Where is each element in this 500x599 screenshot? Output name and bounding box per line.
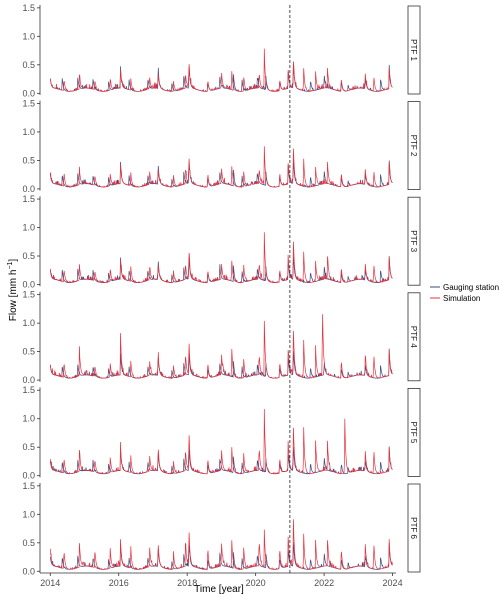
- y-tick-label: 0.5: [22, 60, 35, 70]
- y-tick-label: 1.0: [22, 127, 35, 137]
- panel-5: 0.0 0.5 1.0 1.5 PTF 5: [22, 385, 421, 481]
- strip-label: PTF 5: [409, 422, 418, 444]
- strip-label: PTF 4: [409, 326, 418, 348]
- strip-box: [407, 5, 421, 95]
- y-tick-label: 0.5: [22, 347, 35, 357]
- panel-3: 0.0 0.5 1.0 1.5 PTF 3: [22, 194, 421, 289]
- y-tick-label: 1.0: [22, 223, 35, 233]
- y-tick-label: 1.0: [22, 414, 35, 424]
- strip-label: PTF 1: [409, 39, 418, 61]
- strip-label: PTF 6: [409, 517, 418, 539]
- x-tick-label: 2020: [246, 578, 266, 588]
- x-tick-label: 2016: [109, 578, 129, 588]
- facet-panels: 0.0 0.5 1.0 1.5 PTF 1 0.0 0.5 1.0 1.5 PTF 2 0.0 0.5…: [22, 3, 421, 576]
- series-simulation: [49, 146, 393, 188]
- series-simulation: [49, 519, 393, 570]
- y-tick-label: 1.5: [22, 385, 35, 395]
- strip-box: [407, 483, 421, 573]
- legend-label: Simulation: [443, 294, 480, 303]
- y-tick-label: 0.0: [22, 375, 35, 385]
- y-tick-label: 0.5: [22, 155, 35, 165]
- y-tick-label: 1.5: [22, 194, 35, 204]
- x-tick-label: 2022: [314, 578, 334, 588]
- y-axis-title: Flow [mm h−1]: [7, 259, 19, 322]
- x-tick-label: 2024: [383, 578, 403, 588]
- strip-label: PTF 2: [409, 135, 418, 157]
- x-axis: 2014 2016 2018 2020 2022 2024: [40, 572, 403, 588]
- panel-6: 0.0 0.5 1.0 1.5 PTF 6: [22, 481, 421, 576]
- x-axis-title: Time [year]: [194, 584, 244, 595]
- x-tick-label: 2018: [177, 578, 197, 588]
- y-tick-label: 0.5: [22, 442, 35, 452]
- y-tick-label: 0.0: [22, 184, 35, 194]
- y-tick-label: 1.0: [22, 318, 35, 328]
- strip-box: [407, 292, 421, 382]
- y-tick-label: 1.5: [22, 98, 35, 108]
- series-simulation: [49, 232, 393, 284]
- y-tick-label: 1.5: [22, 290, 35, 300]
- y-title-close: ]: [8, 259, 19, 262]
- y-tick-label: 1.5: [22, 481, 35, 491]
- strip-box: [407, 196, 421, 286]
- y-tick-label: 0.0: [22, 471, 35, 481]
- panel-4: 0.0 0.5 1.0 1.5 PTF 4: [22, 290, 421, 385]
- strip-box: [407, 101, 421, 190]
- y-title-main: Flow [mm h: [8, 270, 19, 322]
- x-tick-label: 2014: [40, 578, 60, 588]
- y-tick-label: 1.5: [22, 3, 35, 13]
- y-tick-label: 0.0: [22, 566, 35, 576]
- series-simulation: [49, 314, 393, 379]
- y-title-sup: −1: [7, 261, 14, 269]
- strip-box: [407, 387, 421, 477]
- y-tick-label: 1.0: [22, 31, 35, 41]
- y-tick-label: 1.0: [22, 509, 35, 519]
- panel-1: 0.0 0.5 1.0 1.5 PTF 1: [22, 3, 421, 98]
- y-tick-label: 0.5: [22, 538, 35, 548]
- y-tick-label: 0.0: [22, 88, 35, 98]
- series-simulation: [49, 408, 393, 475]
- legend: Gauging station Simulation: [430, 283, 499, 303]
- y-tick-label: 0.0: [22, 279, 35, 289]
- legend-label: Gauging station: [443, 283, 499, 292]
- strip-label: PTF 3: [409, 230, 418, 252]
- series-simulation: [49, 48, 393, 93]
- y-tick-label: 0.5: [22, 251, 35, 261]
- panel-2: 0.0 0.5 1.0 1.5 PTF 2: [22, 98, 421, 194]
